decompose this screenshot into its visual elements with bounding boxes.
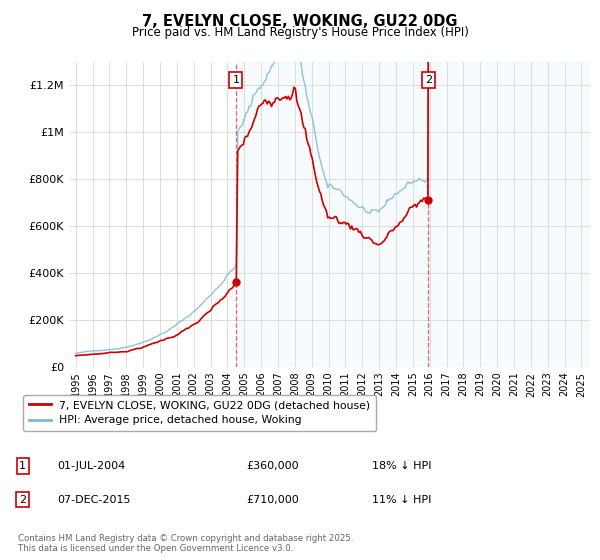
Text: 07-DEC-2015: 07-DEC-2015 xyxy=(57,494,131,505)
Text: £360,000: £360,000 xyxy=(246,461,299,471)
Text: Contains HM Land Registry data © Crown copyright and database right 2025.
This d: Contains HM Land Registry data © Crown c… xyxy=(18,534,353,553)
Text: 2: 2 xyxy=(19,494,26,505)
Text: 18% ↓ HPI: 18% ↓ HPI xyxy=(372,461,431,471)
Bar xyxy=(236,62,428,367)
Text: 1: 1 xyxy=(232,76,239,85)
Text: 1: 1 xyxy=(19,461,26,471)
Legend: 7, EVELYN CLOSE, WOKING, GU22 0DG (detached house), HPI: Average price, detached: 7, EVELYN CLOSE, WOKING, GU22 0DG (detac… xyxy=(23,395,376,431)
Bar xyxy=(428,62,590,367)
Text: Price paid vs. HM Land Registry's House Price Index (HPI): Price paid vs. HM Land Registry's House … xyxy=(131,26,469,39)
Text: 7, EVELYN CLOSE, WOKING, GU22 0DG: 7, EVELYN CLOSE, WOKING, GU22 0DG xyxy=(142,14,458,29)
Text: £710,000: £710,000 xyxy=(246,494,299,505)
Text: 11% ↓ HPI: 11% ↓ HPI xyxy=(372,494,431,505)
Text: 01-JUL-2004: 01-JUL-2004 xyxy=(57,461,125,471)
Text: 2: 2 xyxy=(425,76,432,85)
